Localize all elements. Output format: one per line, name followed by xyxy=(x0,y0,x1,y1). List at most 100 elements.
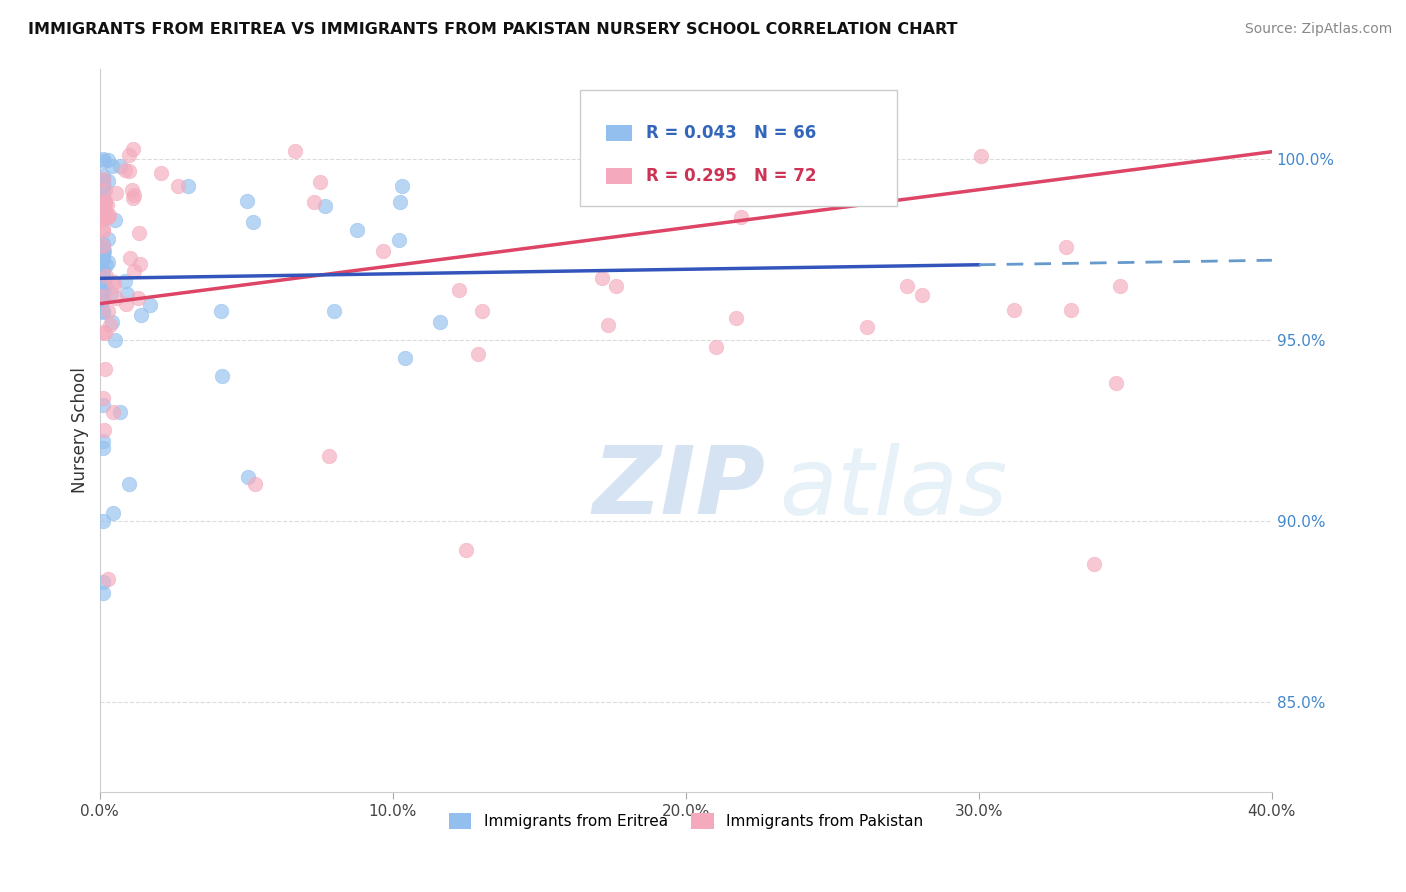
Point xyxy=(94,210,117,224)
Point xyxy=(122,188,145,202)
Text: R = 0.295   N = 72: R = 0.295 N = 72 xyxy=(645,168,817,186)
Point xyxy=(91,197,114,211)
Point xyxy=(103,279,125,293)
Point xyxy=(454,542,477,557)
Point xyxy=(97,232,120,246)
Point xyxy=(128,226,150,240)
Point xyxy=(91,173,114,187)
Point xyxy=(91,246,114,260)
Point xyxy=(1109,279,1132,293)
Point xyxy=(97,174,120,188)
Point xyxy=(150,166,173,180)
Point xyxy=(91,179,114,194)
Point xyxy=(725,311,748,326)
Point xyxy=(118,477,141,491)
Point xyxy=(114,274,136,288)
FancyBboxPatch shape xyxy=(581,90,897,206)
Point xyxy=(318,449,340,463)
Point xyxy=(818,159,841,173)
Legend: Immigrants from Eritrea, Immigrants from Pakistan: Immigrants from Eritrea, Immigrants from… xyxy=(443,806,929,835)
Point xyxy=(91,273,114,287)
Point xyxy=(177,178,200,193)
Point xyxy=(93,423,115,437)
Point xyxy=(302,195,325,210)
Point xyxy=(389,194,412,209)
Point xyxy=(91,586,114,600)
Point xyxy=(309,175,332,189)
Point xyxy=(91,246,114,260)
Point xyxy=(101,405,124,419)
Point xyxy=(704,340,727,354)
Point xyxy=(211,369,233,384)
Point xyxy=(91,326,114,340)
Point xyxy=(114,163,136,178)
Point xyxy=(91,391,114,405)
Point xyxy=(96,197,118,211)
Point xyxy=(236,470,259,484)
Point xyxy=(91,271,114,285)
Point xyxy=(91,305,114,319)
Point xyxy=(115,296,138,310)
Text: atlas: atlas xyxy=(779,442,1008,533)
Point xyxy=(97,208,120,222)
Point xyxy=(122,191,145,205)
Point xyxy=(91,239,114,253)
Point xyxy=(118,163,141,178)
Point xyxy=(91,240,114,254)
Point xyxy=(91,212,114,227)
Point xyxy=(391,179,413,194)
Point xyxy=(91,250,114,264)
Point xyxy=(91,514,114,528)
Point xyxy=(598,318,620,333)
Y-axis label: Nursery School: Nursery School xyxy=(72,368,89,493)
Point xyxy=(388,233,411,247)
Point xyxy=(97,211,120,225)
Point xyxy=(97,255,120,269)
Point xyxy=(93,196,115,211)
Point xyxy=(108,405,131,419)
FancyBboxPatch shape xyxy=(606,169,631,185)
Point xyxy=(91,304,114,318)
Point xyxy=(373,244,395,258)
Point xyxy=(91,152,114,166)
Point xyxy=(93,244,115,259)
Point xyxy=(243,477,266,491)
Point xyxy=(591,271,613,285)
Point xyxy=(103,275,125,289)
Point xyxy=(970,149,993,163)
Point xyxy=(121,183,143,197)
Point xyxy=(94,194,117,209)
Point xyxy=(91,575,114,590)
Point xyxy=(94,278,117,293)
Point xyxy=(129,309,152,323)
Point xyxy=(94,183,117,197)
Point xyxy=(91,268,114,282)
Point xyxy=(467,347,489,361)
Point xyxy=(91,398,114,412)
Point xyxy=(115,286,138,301)
Point xyxy=(139,297,162,311)
Point xyxy=(730,210,752,224)
Point xyxy=(129,257,152,271)
Point xyxy=(91,169,114,183)
Point xyxy=(91,237,114,252)
Point xyxy=(91,285,114,300)
Point xyxy=(93,361,115,376)
Point xyxy=(1054,239,1077,253)
Point xyxy=(1105,376,1128,391)
Point xyxy=(98,318,121,333)
Point xyxy=(91,434,114,448)
Point xyxy=(118,147,141,161)
Point xyxy=(94,258,117,272)
Point xyxy=(911,288,934,302)
Text: R = 0.043   N = 66: R = 0.043 N = 66 xyxy=(645,124,815,142)
Point xyxy=(91,281,114,295)
Point xyxy=(91,263,114,277)
Point xyxy=(91,252,114,267)
Text: ZIP: ZIP xyxy=(592,442,765,534)
Point xyxy=(91,225,114,239)
Point xyxy=(100,285,122,300)
Point xyxy=(167,178,190,193)
Point xyxy=(101,159,124,173)
Point xyxy=(429,315,451,329)
